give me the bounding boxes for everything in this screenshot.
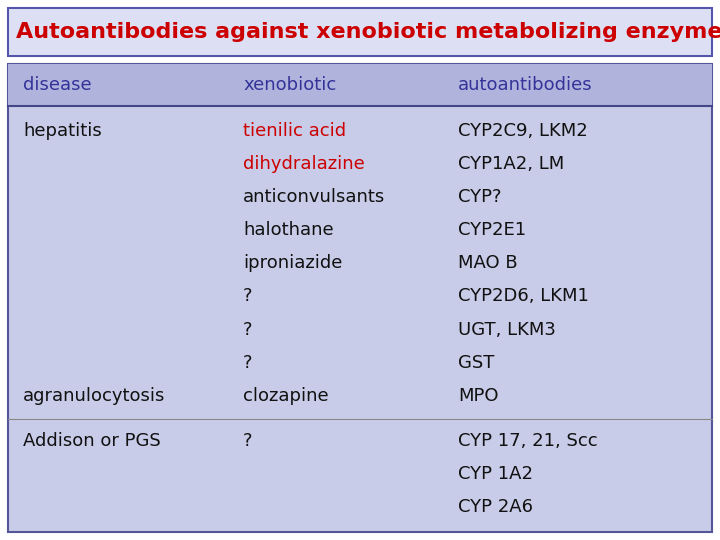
Text: CYP2E1: CYP2E1 <box>458 221 526 239</box>
Bar <box>8 8 712 56</box>
Text: UGT, LKM3: UGT, LKM3 <box>458 321 556 339</box>
Text: xenobiotic: xenobiotic <box>243 76 336 94</box>
Text: MPO: MPO <box>458 387 498 405</box>
Bar <box>8 64 712 532</box>
Text: autoantibodies: autoantibodies <box>458 76 593 94</box>
Text: MAO B: MAO B <box>458 254 518 272</box>
Text: hepatitis: hepatitis <box>23 122 102 139</box>
Text: ?: ? <box>243 321 253 339</box>
Text: ?: ? <box>243 287 253 306</box>
Text: CYP 17, 21, Scc: CYP 17, 21, Scc <box>458 432 598 450</box>
Text: halothane: halothane <box>243 221 333 239</box>
Text: anticonvulsants: anticonvulsants <box>243 188 385 206</box>
Text: Addison or PGS: Addison or PGS <box>23 432 161 450</box>
Text: ?: ? <box>243 354 253 372</box>
Text: disease: disease <box>23 76 91 94</box>
Text: iproniazide: iproniazide <box>243 254 343 272</box>
Text: ?: ? <box>243 432 253 450</box>
Text: CYP2D6, LKM1: CYP2D6, LKM1 <box>458 287 589 306</box>
Text: Autoantibodies against xenobiotic metabolizing enzymes: Autoantibodies against xenobiotic metabo… <box>16 22 720 42</box>
Text: tienilic acid: tienilic acid <box>243 122 346 139</box>
Bar <box>8 64 712 106</box>
Text: CYP?: CYP? <box>458 188 502 206</box>
Text: CYP2C9, LKM2: CYP2C9, LKM2 <box>458 122 588 139</box>
Text: GST: GST <box>458 354 495 372</box>
Text: agranulocytosis: agranulocytosis <box>23 387 166 405</box>
Text: CYP 1A2: CYP 1A2 <box>458 465 533 483</box>
Text: dihydralazine: dihydralazine <box>243 155 365 173</box>
Text: CYP 2A6: CYP 2A6 <box>458 498 533 516</box>
Text: CYP1A2, LM: CYP1A2, LM <box>458 155 564 173</box>
Text: clozapine: clozapine <box>243 387 328 405</box>
